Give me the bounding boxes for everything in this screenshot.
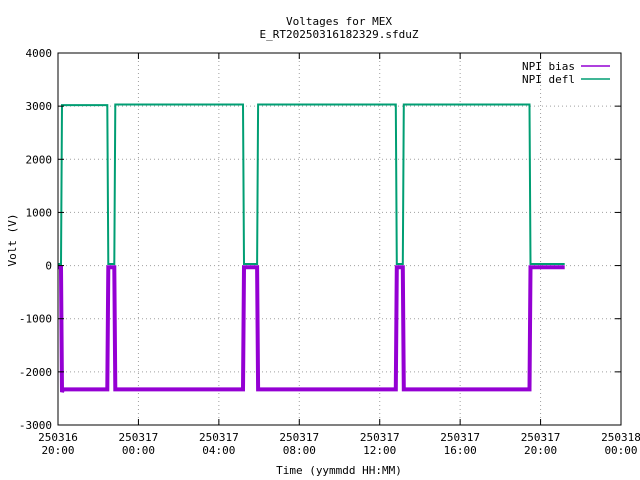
y-tick-label: -2000 <box>19 366 52 379</box>
x-tick-label-time: 16:00 <box>444 444 477 457</box>
grid-lines <box>58 53 621 425</box>
x-tick-label-time: 08:00 <box>283 444 316 457</box>
y-tick-label: 0 <box>45 260 52 273</box>
y-tick-label: -1000 <box>19 313 52 326</box>
x-tick-label-time: 12:00 <box>363 444 396 457</box>
x-tick-label-date: 250317 <box>119 431 159 444</box>
series-layer <box>58 103 565 393</box>
x-tick-label-date: 250317 <box>199 431 239 444</box>
legend-label: NPI bias <box>522 60 575 73</box>
x-tick-label-date: 250317 <box>521 431 561 444</box>
x-tick-label-time: 20:00 <box>524 444 557 457</box>
x-tick-label-time: 00:00 <box>122 444 155 457</box>
plot-frame <box>57 52 622 426</box>
x-tick-label-date: 250317 <box>360 431 400 444</box>
x-tick-label-date: 250318 <box>601 431 640 444</box>
series-line-npi-bias <box>58 265 565 393</box>
chart-subtitle: E_RT20250316182329.sfduZ <box>260 28 419 41</box>
x-axis-label: Time (yymmdd HH:MM) <box>276 464 402 477</box>
x-tick-label-time: 20:00 <box>41 444 74 457</box>
y-tick-label: 4000 <box>26 47 53 60</box>
x-tick-label-time: 00:00 <box>604 444 637 457</box>
x-tick-label-time: 04:00 <box>202 444 235 457</box>
y-tick-label: -3000 <box>19 419 52 432</box>
x-tick-label-date: 250316 <box>38 431 78 444</box>
y-tick-label: 2000 <box>26 153 53 166</box>
series-line-npi-defl <box>58 103 565 265</box>
y-tick-label: 1000 <box>26 206 53 219</box>
y-tick-label: 3000 <box>26 100 53 113</box>
x-tick-label-date: 250317 <box>440 431 480 444</box>
y-axis-label: Volt (V) <box>6 214 19 267</box>
x-tick-label-date: 250317 <box>279 431 319 444</box>
chart-title: Voltages for MEX <box>286 15 392 28</box>
y-axis-ticks: 4000 3000 2000 1000 0 -1000 -2000 -3000 <box>19 47 621 432</box>
legend-label: NPI defl <box>522 73 575 86</box>
x-axis-ticks: 25031620:0025031700:0025031704:002503170… <box>38 53 640 457</box>
